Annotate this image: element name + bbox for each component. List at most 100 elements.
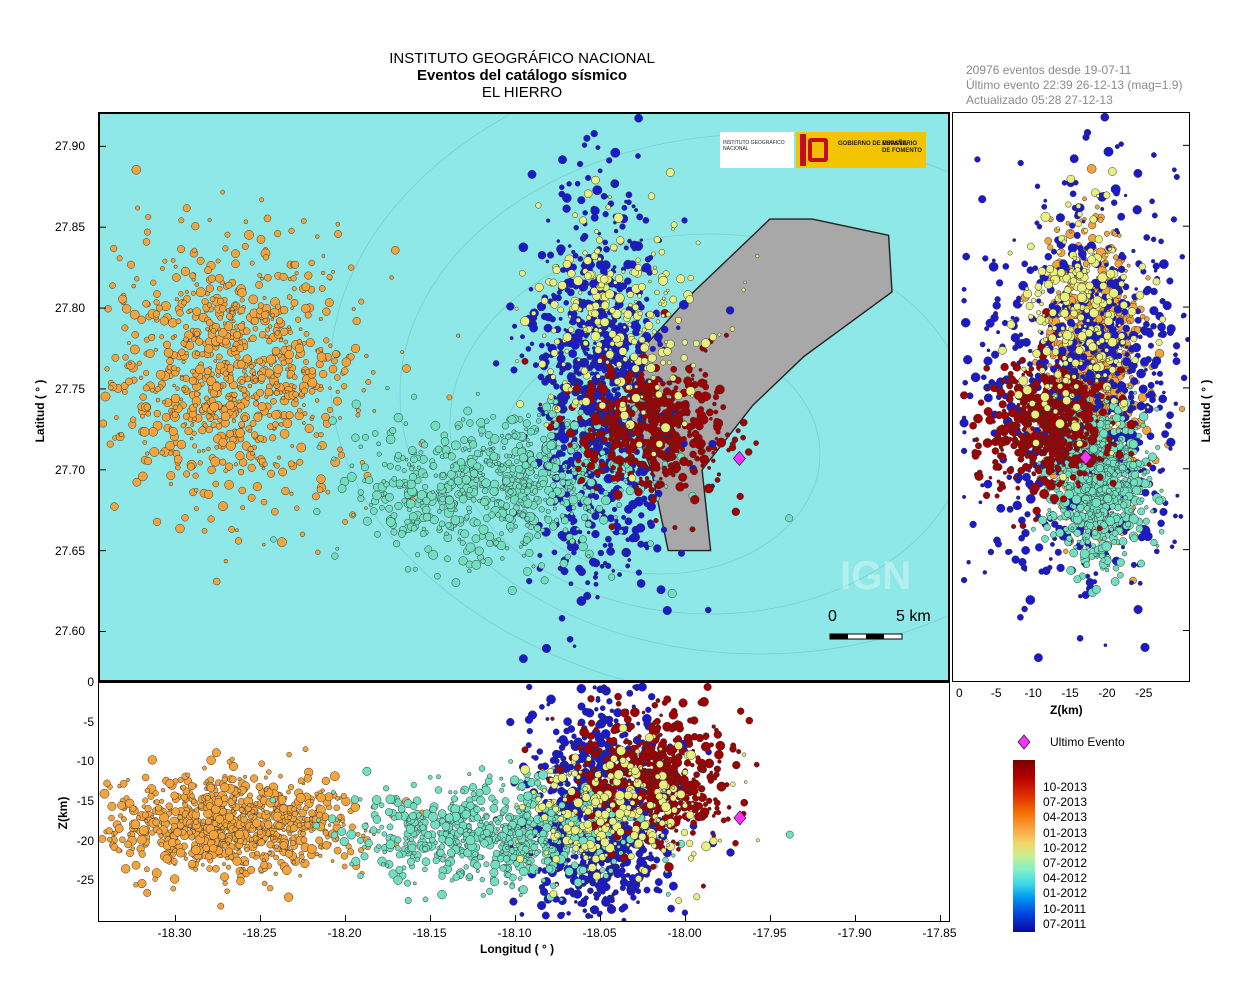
epicenter-dot [248, 294, 259, 305]
epicenter-dot [341, 383, 348, 390]
epicenter-dot [386, 462, 394, 470]
epicenter-dot [191, 430, 197, 436]
section-dot [1099, 311, 1105, 316]
epicenter-dot [562, 332, 572, 342]
section-dot [1134, 287, 1139, 291]
epicenter-dot [611, 442, 619, 449]
section-dot [1049, 541, 1055, 547]
section-dot [1061, 180, 1068, 186]
epicenter-dot [456, 333, 461, 338]
epicenter-dot [337, 484, 347, 493]
section-dot [979, 341, 986, 348]
epicenter-dot [352, 316, 361, 326]
epicenter-dot [624, 199, 628, 204]
epicenter-dot [222, 370, 229, 377]
epicenter-dot [525, 437, 530, 442]
epicenter-dot [403, 481, 409, 487]
epicenter-map[interactable]: IGN [98, 112, 950, 682]
epicenter-dot [724, 432, 731, 438]
epicenter-dot [515, 478, 521, 484]
epicenter-dot [548, 393, 554, 400]
epicenter-dot [566, 635, 574, 643]
epicenter-dot [582, 435, 588, 440]
epicenter-dot [707, 465, 712, 470]
epicenter-dot [270, 536, 277, 543]
epicenter-dot [551, 549, 558, 556]
epicenter-dot [470, 496, 477, 503]
epicenter-dot [631, 364, 640, 373]
epicenter-dot [603, 430, 608, 435]
epicenter-dot [628, 302, 633, 308]
epicenter-dot [681, 339, 688, 346]
section-dot [1042, 566, 1051, 576]
epicenter-dot [490, 496, 496, 502]
section-dot [1166, 411, 1174, 420]
epicenter-dot [193, 391, 200, 398]
epicenter-dot [358, 444, 363, 449]
epicenter-dot [672, 466, 680, 474]
epicenter-dot [170, 258, 176, 263]
epicenter-dot [646, 363, 656, 373]
epicenter-dot [576, 415, 583, 422]
epicenter-dot [135, 205, 140, 211]
epicenter-dot [204, 344, 214, 354]
section-dot [982, 255, 989, 262]
epicenter-dot [558, 370, 564, 376]
epicenter-dot [660, 422, 671, 433]
epicenter-dot [631, 393, 641, 403]
epicenter-dot [178, 291, 184, 297]
epicenter-dot [522, 496, 528, 502]
epicenter-dot [256, 388, 264, 397]
section-dot [1036, 223, 1043, 230]
epicenter-dot [517, 498, 523, 504]
epicenter-dot [205, 327, 210, 332]
epicenter-dot [522, 483, 527, 488]
epicenter-dot [323, 337, 330, 344]
epicenter-dot [576, 160, 584, 168]
epicenter-dot [372, 409, 377, 413]
epicenter-dot [572, 212, 578, 219]
epicenter-dot [237, 287, 247, 298]
epicenter-dot [364, 506, 368, 510]
epicenter-dot [712, 393, 720, 401]
epicenter-dot [138, 375, 144, 380]
epicenter-dot [205, 426, 213, 434]
epicenter-dot [362, 433, 369, 441]
epicenter-dot [602, 211, 609, 218]
epicenter-dot [346, 472, 357, 482]
epicenter-dot [142, 299, 150, 308]
epicenter-dot [341, 367, 349, 375]
section-dot [1173, 352, 1178, 358]
epicenter-dot [572, 252, 579, 259]
epicenter-dot [291, 374, 298, 380]
epicenter-dot [433, 473, 439, 478]
epicenter-dot [533, 474, 539, 479]
epicenter-dot [116, 255, 123, 262]
section-dot [1126, 320, 1131, 325]
last-event-info: Último evento 22:39 26-12-13 (mag=1.9) [966, 78, 1183, 92]
epicenter-dot [575, 564, 584, 574]
epicenter-dot [337, 446, 343, 453]
section-dot [962, 494, 967, 499]
section-dot [1085, 578, 1095, 587]
section-dot [961, 286, 967, 292]
epicenter-dot [582, 210, 588, 216]
epicenter-dot [635, 257, 641, 263]
epicenter-dot [619, 401, 627, 408]
epicenter-dot [606, 421, 612, 426]
section-dot [1137, 533, 1146, 542]
section-dot [1035, 543, 1044, 552]
depth-latitude-section[interactable] [952, 112, 1190, 682]
epicenter-dot [552, 382, 557, 387]
epicenter-dot [625, 191, 633, 199]
epicenter-dot [280, 327, 289, 336]
epicenter-dot [457, 537, 462, 542]
epicenter-dot [412, 566, 418, 572]
section-dot [1117, 212, 1126, 221]
epicenter-dot [271, 346, 281, 356]
epicenter-dot [410, 455, 418, 464]
epicenter-dot [440, 437, 450, 446]
epicenter-dot [447, 479, 455, 487]
epicenter-dot [259, 197, 265, 203]
epicenter-dot [532, 488, 539, 495]
